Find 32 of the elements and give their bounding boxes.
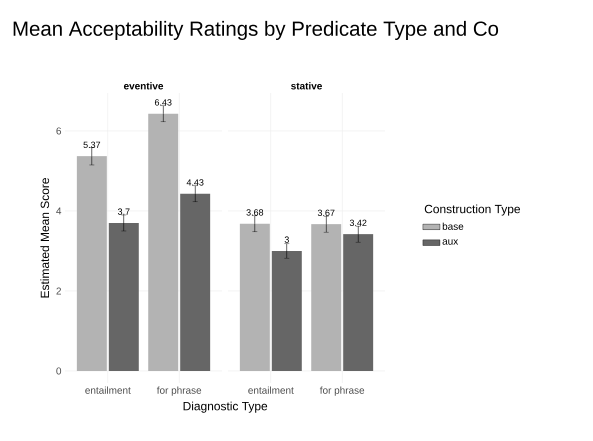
x-tick-label: for phrase (156, 386, 202, 396)
data-label: 3.42 (350, 220, 366, 226)
legend-label: base (442, 222, 464, 230)
bar (240, 224, 270, 371)
data-label: 3.67 (318, 210, 334, 216)
x-tick-label: entailment (85, 386, 131, 394)
y-axis-title: Estimated Mean Score (40, 178, 50, 298)
legend-label: aux (442, 239, 458, 245)
data-label: 6.43 (154, 99, 172, 106)
data-label: 5.37 (83, 142, 100, 148)
y-tick-label: 2 (56, 288, 61, 294)
data-label: 3.68 (246, 209, 264, 216)
x-axis-title: Diagnostic Type (184, 402, 268, 413)
bar (343, 234, 374, 371)
bar (148, 114, 178, 371)
y-tick-label: 0 (56, 367, 62, 375)
y-tick-label: 4 (56, 208, 62, 214)
legend-title: Construction Type (424, 204, 520, 216)
bar (108, 222, 139, 371)
data-label: 3.7 (118, 208, 130, 215)
chart-subtitle: eventive (124, 82, 164, 90)
chart-subtitle: stative (291, 82, 322, 90)
bar (76, 156, 107, 371)
y-tick-label: 6 (56, 127, 62, 135)
x-tick-label: for phrase (320, 386, 364, 396)
data-label: 4.43 (186, 179, 204, 186)
bar (180, 194, 210, 371)
x-tick-label: entailment (248, 386, 294, 394)
bar (311, 224, 342, 371)
chart-title: Mean Acceptability Ratings by Predicate Type and Co (14, 20, 498, 40)
data-label: 3 (284, 236, 289, 243)
bar (272, 250, 302, 371)
